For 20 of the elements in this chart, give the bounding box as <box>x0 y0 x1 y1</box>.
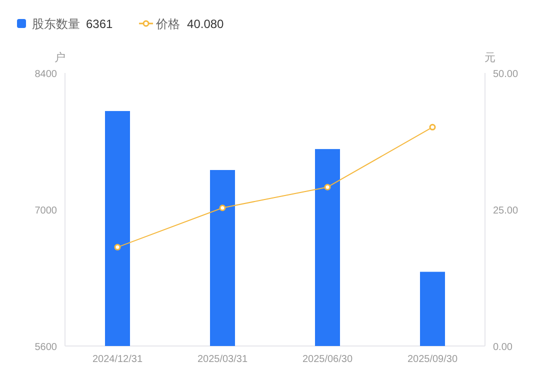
y-tick-label: 8400 <box>34 69 58 80</box>
y-tick-label: 5600 <box>34 342 58 353</box>
y2-axis-title: 元 <box>484 52 496 64</box>
text: 6361 <box>86 17 114 31</box>
y-tick-label: 7000 <box>34 206 58 216</box>
x-tick-label: 2024/12/31 <box>92 354 143 365</box>
point <box>114 244 121 250</box>
text: 40.080 <box>187 17 224 31</box>
x-tick-label: 2025/06/30 <box>302 354 353 365</box>
point <box>219 204 226 212</box>
point <box>324 184 331 190</box>
x-tick-label: 2025/03/31 <box>197 354 248 365</box>
point <box>429 124 436 130</box>
legend-label: 股东数量 <box>32 17 80 31</box>
y2-tick-label: 50.00 <box>493 69 518 80</box>
y2-tick-label: 0.00 <box>493 342 513 353</box>
legend-label: 价格 <box>155 17 180 31</box>
x-tick-label: 2025/09/30 <box>407 354 458 365</box>
y-axis-title: 户 <box>54 51 66 64</box>
y2-tick-label: 25.00 <box>493 206 518 216</box>
